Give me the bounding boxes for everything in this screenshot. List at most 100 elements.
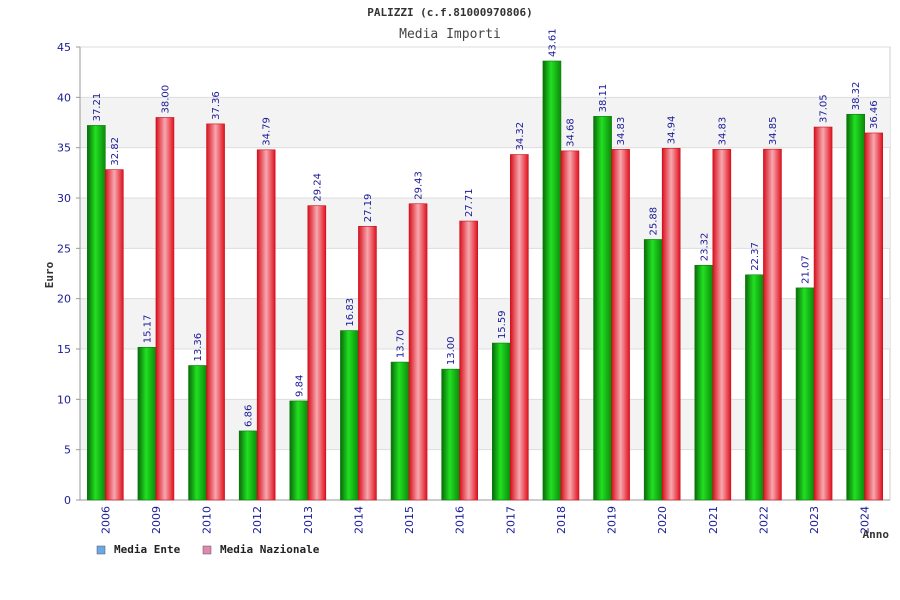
- y-tick-label: 0: [64, 494, 71, 507]
- legend-label-media-nazionale: Media Nazionale: [220, 543, 320, 556]
- data-label-media-ente: 22.37: [750, 242, 761, 271]
- chart-subtitle: Media Importi: [399, 27, 501, 42]
- data-label-media-nazionale: 34.32: [515, 122, 526, 151]
- x-tick-label: 2010: [201, 506, 214, 534]
- bar-media-ente: [238, 430, 258, 501]
- x-tick-label: 2018: [555, 506, 568, 534]
- y-tick-label: 45: [57, 41, 71, 54]
- y-tick-label: 25: [57, 242, 71, 255]
- bar-media-ente: [643, 239, 663, 501]
- x-tick-label: 2006: [99, 506, 112, 534]
- data-label-media-ente: 9.84: [294, 375, 305, 397]
- x-tick-label: 2014: [352, 506, 365, 534]
- bar-media-nazionale: [206, 123, 225, 501]
- data-label-media-nazionale: 36.46: [869, 100, 880, 129]
- bar-media-nazionale: [560, 150, 580, 501]
- data-label-media-nazionale: 34.79: [262, 117, 273, 146]
- data-label-media-ente: 15.17: [142, 315, 153, 344]
- bar-media-ente: [87, 125, 106, 501]
- x-tick-label: 2020: [656, 506, 669, 534]
- bar-media-nazionale: [358, 225, 377, 501]
- data-label-media-ente: 43.61: [547, 28, 558, 57]
- data-label-media-ente: 13.36: [193, 333, 204, 362]
- data-label-media-nazionale: 38.00: [160, 85, 171, 114]
- bar-media-ente: [441, 368, 460, 501]
- bar-media-ente: [340, 330, 359, 501]
- x-tick-label: 2013: [302, 506, 315, 534]
- y-tick-label: 15: [57, 343, 71, 356]
- bars: [87, 60, 883, 501]
- bar-media-ente: [390, 361, 410, 501]
- x-tick-label: 2019: [606, 506, 619, 534]
- data-label-media-ente: 25.88: [649, 207, 660, 236]
- data-label-media-nazionale: 27.71: [464, 188, 475, 217]
- y-tick-label: 35: [57, 142, 71, 155]
- x-tick-label: 2023: [808, 506, 821, 534]
- bar-media-ente: [795, 287, 815, 501]
- data-label-media-nazionale: 34.83: [717, 117, 728, 146]
- data-label-media-ente: 38.32: [851, 82, 862, 111]
- chart-title: PALIZZI (c.f.81000970806): [367, 6, 533, 19]
- data-label-media-ente: 37.21: [92, 93, 103, 122]
- data-label-media-ente: 6.86: [244, 405, 255, 427]
- bar-media-ente: [289, 400, 309, 501]
- x-tick-label: 2022: [757, 506, 770, 534]
- bar-media-nazionale: [510, 154, 529, 501]
- y-tick-label: 5: [64, 444, 71, 457]
- bar-media-ente: [188, 365, 207, 501]
- x-axis-label: Anno: [863, 528, 890, 541]
- data-labels: 37.21 32.82 15.17 38.00 13.36 37.36 6.86 34.79 9…: [92, 28, 880, 427]
- data-label-media-nazionale: 34.68: [565, 118, 576, 147]
- bar-media-nazionale: [408, 203, 428, 501]
- x-tick-label: 2009: [150, 506, 163, 534]
- data-label-media-nazionale: 37.05: [819, 94, 830, 123]
- data-label-media-ente: 13.70: [396, 329, 407, 358]
- data-label-media-ente: 21.07: [801, 255, 812, 284]
- x-tick-label: 2017: [504, 506, 517, 534]
- data-label-media-ente: 13.00: [446, 336, 457, 365]
- x-tick-label: 2024: [859, 506, 872, 534]
- data-label-media-ente: 16.83: [345, 298, 356, 327]
- legend-label-media-ente: Media Ente: [114, 543, 181, 556]
- data-label-media-nazionale: 27.19: [363, 194, 374, 223]
- bar-media-ente: [137, 346, 157, 501]
- data-label-media-nazionale: 37.36: [211, 91, 222, 120]
- data-label-media-nazionale: 32.82: [110, 137, 121, 166]
- x-tick-label: 2012: [251, 506, 264, 534]
- bar-media-ente: [542, 60, 562, 501]
- data-label-media-nazionale: 34.83: [616, 117, 627, 146]
- y-tick-label: 20: [57, 293, 71, 306]
- legend-swatch-media-nazionale: [202, 545, 212, 555]
- data-label-media-ente: 23.32: [699, 233, 710, 262]
- bar-media-nazionale: [864, 132, 883, 501]
- bar-media-ente: [745, 274, 764, 501]
- bar-media-nazionale: [155, 117, 175, 501]
- data-label-media-nazionale: 34.85: [768, 117, 779, 146]
- data-label-media-ente: 38.11: [598, 84, 609, 113]
- bar-media-nazionale: [105, 169, 124, 501]
- bar-media-nazionale: [459, 220, 478, 501]
- bar-media-nazionale: [763, 148, 782, 501]
- data-label-media-nazionale: 29.24: [312, 173, 323, 202]
- y-axis-ticks: 0 5 10 15 20 25 30 35 40 45: [57, 41, 71, 507]
- legend-swatch-media-ente: [96, 545, 106, 555]
- data-label-media-nazionale: 29.43: [414, 171, 425, 200]
- bar-media-nazionale: [661, 147, 681, 501]
- x-tick-label: 2016: [454, 506, 467, 534]
- bar-media-nazionale: [712, 149, 732, 501]
- bar-media-nazionale: [611, 149, 630, 501]
- bar-media-nazionale: [307, 205, 327, 501]
- y-tick-label: 10: [57, 393, 71, 406]
- x-tick-label: 2021: [707, 506, 720, 534]
- y-axis-label: Euro: [43, 261, 56, 288]
- bar-media-ente: [593, 116, 612, 501]
- bar-media-ente: [846, 113, 865, 501]
- bar-media-ente: [492, 342, 511, 501]
- data-label-media-nazionale: 34.94: [667, 116, 678, 145]
- y-tick-label: 30: [57, 192, 71, 205]
- x-axis-ticks: 2006 2009 2010 2012 2013 2014 2015 2016 2017 2018…: [99, 506, 871, 534]
- bar-media-ente: [694, 264, 714, 501]
- legend: Media Ente Media Nazionale: [96, 543, 320, 556]
- bar-media-nazionale: [813, 126, 833, 501]
